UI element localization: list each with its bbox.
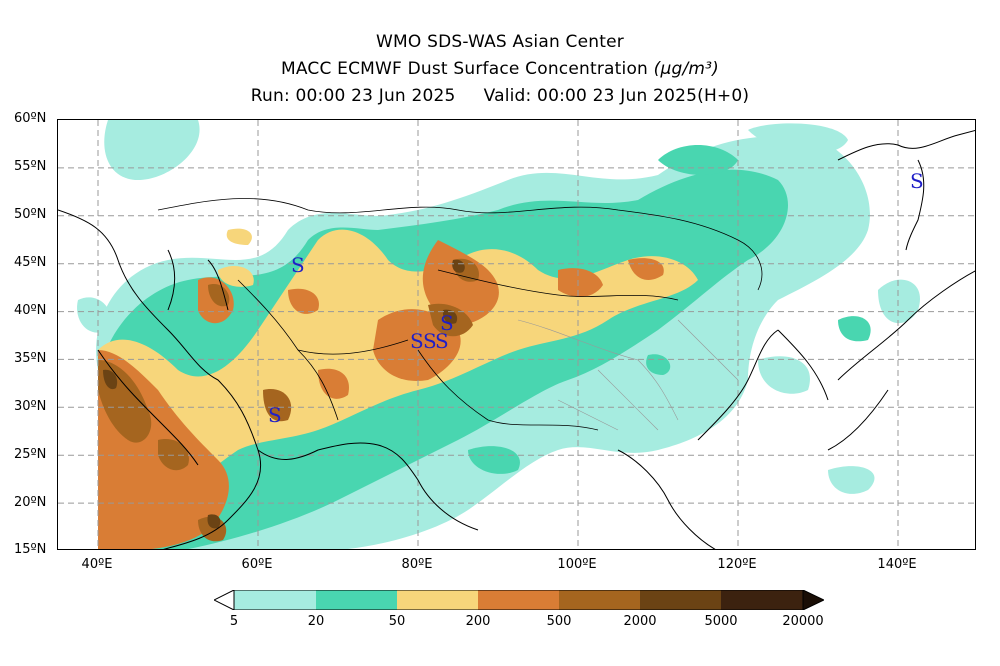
lat-label-20: 20ºN [14,495,47,510]
dust-storm-marker-1: S [291,253,305,277]
colorbar-segment-3 [397,590,478,610]
lat-label-40: 40ºN [14,303,47,318]
title-line-2: MACC ECMWF Dust Surface Concentration (µ… [0,59,1000,79]
dust-storm-marker-5: S [440,311,454,335]
colorbar-label-20: 20 [307,614,325,629]
lat-label-25: 25ºN [14,447,47,462]
run-time: Run: 00:00 23 Jun 2025 [250,86,456,106]
dust-storm-marker-3: S [423,329,437,353]
lon-label-40: 40ºE [81,557,113,572]
colorbar-label-50: 50 [388,614,406,629]
colorbar-segment-1 [234,590,316,610]
colorbar-segment-5 [559,590,640,610]
colorbar-label-5: 5 [229,614,239,629]
lon-label-140: 140ºE [877,557,917,572]
dust-storm-marker-2: S [410,329,424,353]
colorbar-label-5000: 5000 [704,614,738,629]
dust-band-2000-5000 [103,259,465,529]
coastlines [58,130,975,549]
colorbar-segment-4 [478,590,559,610]
lat-label-60: 60ºN [14,111,47,126]
colorbar-upper-triangle [802,590,824,610]
colorbar-label-2000: 2000 [623,614,657,629]
title-variable: MACC ECMWF Dust Surface Concentration [280,59,654,79]
dust-storm-marker-7: S [910,169,924,193]
lon-label-120: 120ºE [717,557,757,572]
lat-label-30: 30ºN [14,399,47,414]
lon-label-80: 80ºE [401,557,433,572]
title-line-1: WMO SDS-WAS Asian Center [376,32,624,52]
colorbar-label-200: 200 [465,614,491,629]
map-grid [58,120,975,549]
colorbar-segment-6 [640,590,721,610]
colorbar-lower-triangle [214,590,235,610]
lon-label-60: 60ºE [241,557,273,572]
dust-storm-marker-6: S [268,403,282,427]
lat-label-50: 50ºN [14,207,47,222]
dust-storm-marker-4: S [435,329,449,353]
lat-label-35: 35ºN [14,351,47,366]
colorbar-segment-7 [721,590,803,610]
colorbar-segment-2 [316,590,397,610]
dust-concentration-map: S S S S S S S [57,119,976,550]
lat-label-55: 55ºN [14,159,47,174]
colorbar-label-20000: 20000 [782,614,824,629]
dust-band-50-200 [98,228,698,549]
dust-storm-markers: S S S S S S S [268,169,924,427]
lon-label-100: 100ºE [557,557,597,572]
valid-time: Valid: 00:00 23 Jun 2025(H+0) [483,86,750,106]
title-unit: (µg/m³) [653,59,719,79]
title-line-3: Run: 00:00 23 Jun 2025 Valid: 00:00 23 Ju… [0,86,1000,106]
country-borders [157,198,763,431]
lat-label-45: 45ºN [14,255,47,270]
colorbar [214,590,824,610]
map-canvas: S S S S S S S [58,120,975,549]
lat-label-15: 15ºN [14,542,47,557]
colorbar-label-500: 500 [546,614,572,629]
province-borders [517,319,739,431]
